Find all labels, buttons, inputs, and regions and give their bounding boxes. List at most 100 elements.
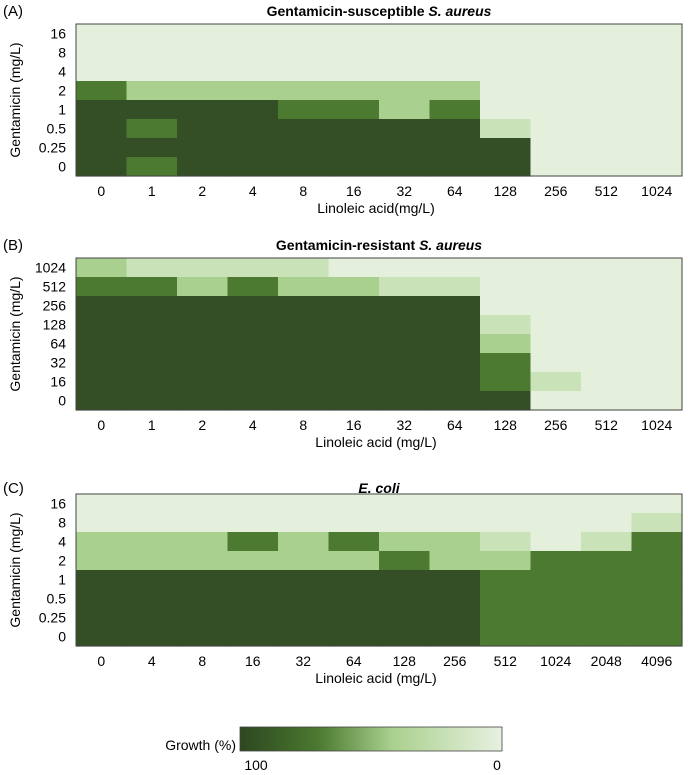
heatmap-cell bbox=[530, 589, 582, 609]
heatmap-cell bbox=[76, 608, 128, 628]
heatmap-cell bbox=[379, 551, 431, 571]
heatmap-cell bbox=[76, 532, 128, 552]
heatmap-cell bbox=[227, 277, 279, 297]
heatmap-cell bbox=[429, 258, 481, 278]
heatmap-cell bbox=[631, 315, 683, 335]
heatmap-cell bbox=[76, 353, 128, 373]
heatmap-cell bbox=[177, 100, 229, 120]
y-tick-label: 1 bbox=[58, 572, 66, 588]
heatmap-cell bbox=[177, 513, 229, 533]
heatmap-cell bbox=[278, 138, 330, 158]
heatmap-cell bbox=[480, 589, 532, 609]
heatmap-cell bbox=[278, 277, 330, 297]
heatmap-cell bbox=[631, 372, 683, 392]
heatmap-cell bbox=[76, 43, 128, 63]
heatmap-cell bbox=[480, 157, 532, 177]
heatmap-cell bbox=[429, 627, 481, 647]
heatmap-cell bbox=[530, 353, 582, 373]
heatmap-cell bbox=[480, 24, 532, 44]
heatmap-cell bbox=[379, 100, 431, 120]
heatmap-cell bbox=[177, 608, 229, 628]
heatmap-cell bbox=[581, 119, 633, 139]
heatmap-cell bbox=[581, 315, 633, 335]
heatmap-cell bbox=[278, 296, 330, 316]
heatmap-cell bbox=[227, 334, 279, 354]
heatmap-cell bbox=[480, 100, 532, 120]
heatmap-cell bbox=[328, 551, 380, 571]
heatmap-cell bbox=[328, 24, 380, 44]
heatmap-cell bbox=[76, 100, 128, 120]
heatmap-cell bbox=[379, 138, 431, 158]
heatmap-cell bbox=[76, 296, 128, 316]
x-tick-label: 256 bbox=[544, 417, 568, 433]
heatmap-cell bbox=[278, 62, 330, 82]
heatmap-cell bbox=[631, 296, 683, 316]
heatmap-cell bbox=[379, 513, 431, 533]
y-tick-label: 0.5 bbox=[47, 121, 67, 137]
heatmap-cell bbox=[379, 570, 431, 590]
heatmap-cell bbox=[328, 100, 380, 120]
heatmap-cell bbox=[227, 138, 279, 158]
heatmap-cell bbox=[480, 138, 532, 158]
heatmap-cell bbox=[581, 608, 633, 628]
heatmap-cell bbox=[379, 494, 431, 514]
heatmap-cell bbox=[126, 24, 178, 44]
panel-label: (A) bbox=[3, 3, 23, 20]
heatmap-cell bbox=[530, 296, 582, 316]
x-tick-label: 128 bbox=[494, 417, 518, 433]
heatmap-cell bbox=[480, 81, 532, 101]
heatmap-cell bbox=[278, 43, 330, 63]
y-tick-label: 0 bbox=[58, 629, 66, 645]
heatmap-cell bbox=[530, 62, 582, 82]
y-tick-label: 0.25 bbox=[39, 610, 66, 626]
heatmap-cell bbox=[227, 513, 279, 533]
heatmap-cell bbox=[227, 608, 279, 628]
heatmap-cell bbox=[126, 119, 178, 139]
heatmap-cell bbox=[581, 43, 633, 63]
heatmap-cell bbox=[429, 494, 481, 514]
heatmap-panels: (A) Gentamicin-susceptible S. aureus 16 8 4 2… bbox=[3, 3, 683, 686]
heatmap-cell bbox=[480, 570, 532, 590]
heatmap-cell bbox=[631, 157, 683, 177]
heatmap-cell bbox=[429, 119, 481, 139]
heatmap-cell bbox=[379, 334, 431, 354]
heatmap-cell bbox=[76, 81, 128, 101]
heatmap-cell bbox=[429, 100, 481, 120]
heatmap-cell bbox=[76, 494, 128, 514]
heatmap-cell bbox=[76, 372, 128, 392]
heatmap-cell bbox=[76, 513, 128, 533]
x-tick-label: 32 bbox=[295, 653, 311, 669]
plot-frame bbox=[75, 23, 683, 177]
heatmap-cell bbox=[227, 532, 279, 552]
chart-title-species: S. aureus bbox=[428, 3, 491, 19]
heatmap-cell bbox=[227, 296, 279, 316]
heatmap-cell bbox=[480, 315, 532, 335]
heatmap-cell bbox=[631, 334, 683, 354]
heatmap-cell bbox=[328, 277, 380, 297]
heatmap-cell bbox=[530, 43, 582, 63]
x-tick-label: 8 bbox=[198, 653, 206, 669]
heatmap-cell bbox=[126, 62, 178, 82]
x-tick-label: 2 bbox=[198, 417, 206, 433]
heatmap-cell bbox=[480, 513, 532, 533]
heatmap-cell bbox=[278, 608, 330, 628]
heatmap-cell bbox=[631, 277, 683, 297]
heatmap-cell bbox=[429, 391, 481, 411]
y-axis-label: Gentamicin (mg/L) bbox=[7, 42, 23, 157]
heatmap-cell bbox=[177, 62, 229, 82]
heatmap-cell bbox=[429, 532, 481, 552]
heatmap-cell bbox=[126, 372, 178, 392]
colorbar-max-label: 0 bbox=[493, 757, 501, 773]
heatmap-cell bbox=[278, 119, 330, 139]
colorbar-label: Growth (%) bbox=[165, 737, 236, 753]
x-tick-label: 1024 bbox=[641, 417, 672, 433]
heatmap-cell bbox=[227, 353, 279, 373]
heatmap-cell bbox=[581, 296, 633, 316]
heatmap-cell bbox=[581, 372, 633, 392]
heatmap-cell bbox=[76, 258, 128, 278]
heatmap-cell bbox=[379, 589, 431, 609]
heatmap-cell bbox=[379, 81, 431, 101]
heatmap-cell bbox=[631, 570, 683, 590]
heatmap-cell bbox=[328, 138, 380, 158]
heatmap-cell bbox=[581, 157, 633, 177]
